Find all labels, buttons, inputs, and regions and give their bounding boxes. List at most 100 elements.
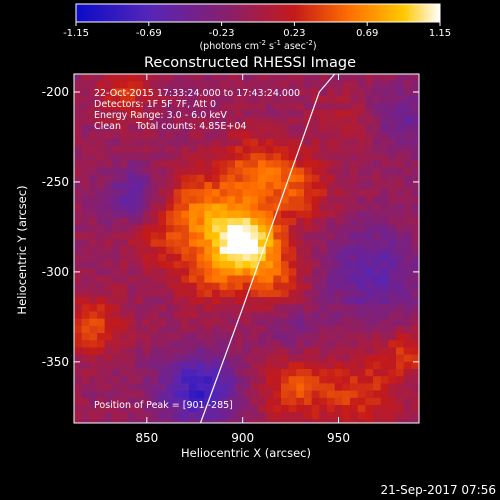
heatmap-cell — [403, 297, 412, 305]
heatmap-cell — [127, 181, 136, 190]
heatmap-cell — [258, 347, 267, 356]
heatmap-cell — [97, 268, 106, 277]
heatmap-cell — [288, 167, 297, 176]
heatmap-cell — [135, 354, 144, 363]
heatmap-cell — [120, 174, 129, 183]
heatmap-cell — [373, 347, 382, 356]
heatmap-cell — [235, 340, 244, 349]
heatmap-cell — [342, 261, 351, 269]
heatmap-cell — [296, 203, 305, 212]
heatmap-cell — [311, 153, 320, 161]
heatmap-cell — [281, 282, 290, 291]
heatmap-cell — [319, 239, 328, 248]
heatmap-cell — [273, 239, 282, 248]
heatmap-cell — [173, 369, 182, 377]
colorbar-tick-label: -1.15 — [63, 28, 89, 39]
heatmap-cell — [327, 246, 336, 255]
heatmap-cell — [212, 246, 221, 255]
heatmap-cell — [204, 412, 213, 421]
heatmap-cell — [411, 196, 419, 205]
heatmap-cell — [135, 210, 144, 219]
heatmap-cell — [281, 138, 290, 147]
heatmap-cell — [304, 153, 313, 161]
heatmap-cell — [350, 145, 359, 154]
heatmap-cell — [281, 275, 290, 284]
heatmap-cell — [242, 181, 251, 190]
heatmap-cell — [281, 167, 290, 176]
heatmap-cell — [380, 74, 389, 82]
heatmap-cell — [388, 196, 397, 205]
heatmap-cell — [273, 261, 282, 269]
heatmap-cell — [242, 268, 251, 277]
heatmap-cell — [219, 397, 228, 406]
heatmap-cell — [396, 412, 405, 421]
heatmap-cell — [357, 102, 366, 111]
heatmap-cell — [334, 138, 343, 147]
heatmap-cell — [365, 333, 374, 341]
heatmap-cell — [357, 109, 366, 118]
heatmap-cell — [296, 160, 305, 169]
heatmap-cell — [258, 160, 267, 169]
heatmap-cell — [189, 383, 198, 392]
heatmap-cell — [342, 181, 351, 190]
heatmap-cell — [189, 354, 198, 363]
heatmap-cell — [189, 412, 198, 421]
heatmap-cell — [212, 340, 221, 349]
heatmap-cell — [235, 297, 244, 305]
heatmap-cell — [365, 203, 374, 212]
heatmap-cell — [365, 405, 374, 413]
heatmap-cell — [143, 117, 152, 125]
heatmap-cell — [242, 196, 251, 205]
heatmap-cell — [350, 268, 359, 277]
heatmap-cell — [396, 419, 405, 423]
heatmap-cell — [373, 181, 382, 190]
heatmap-cell — [388, 390, 397, 399]
heatmap-cell — [112, 275, 121, 284]
heatmap-cell — [81, 397, 90, 406]
heatmap-cell — [281, 397, 290, 406]
heatmap-cell — [265, 138, 274, 147]
heatmap-cell — [281, 232, 290, 241]
heatmap-cell — [319, 153, 328, 161]
heatmap-cell — [250, 282, 259, 291]
heatmap-cell — [342, 361, 351, 370]
heatmap-cell — [311, 145, 320, 154]
heatmap-cell — [150, 412, 159, 421]
heatmap-cell — [304, 325, 313, 334]
heatmap-cell — [288, 131, 297, 140]
heatmap-cell — [166, 383, 175, 392]
y-axis-tick-label: -350 — [42, 355, 69, 369]
heatmap-cell — [380, 282, 389, 291]
heatmap-cell — [112, 390, 121, 399]
heatmap-cell — [388, 268, 397, 277]
heatmap-cell — [342, 253, 351, 262]
heatmap-cell — [97, 318, 106, 327]
heatmap-cell — [388, 333, 397, 341]
heatmap-cell — [219, 95, 228, 104]
heatmap-cell — [396, 340, 405, 349]
heatmap-cell — [304, 81, 313, 89]
heatmap-cell — [135, 325, 144, 334]
heatmap-cell — [311, 311, 320, 320]
heatmap-cell — [235, 239, 244, 248]
heatmap-cell — [242, 333, 251, 341]
heatmap-cell — [396, 261, 405, 269]
heatmap-cell — [403, 174, 412, 183]
heatmap-cell — [373, 361, 382, 370]
heatmap-cell — [365, 376, 374, 385]
heatmap-cell — [357, 196, 366, 205]
heatmap-cell — [135, 74, 144, 82]
heatmap-cell — [212, 397, 221, 406]
heatmap-cell — [235, 289, 244, 298]
heatmap-cell — [150, 246, 159, 255]
heatmap-cell — [304, 160, 313, 169]
heatmap-cell — [319, 145, 328, 154]
heatmap-cell — [81, 405, 90, 413]
heatmap-cell — [373, 246, 382, 255]
heatmap-cell — [296, 261, 305, 269]
observation-annotations: 22-Oct-2015 17:33:24.000 to 17:43:24.000… — [94, 88, 300, 132]
heatmap-cell — [166, 167, 175, 176]
heatmap-cell — [204, 167, 213, 176]
heatmap-cell — [388, 361, 397, 370]
heatmap-cell — [296, 232, 305, 241]
